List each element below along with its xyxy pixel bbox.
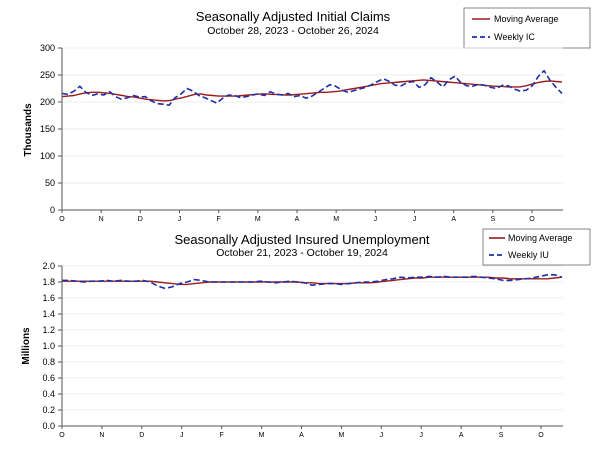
c2-x-tick-label: M xyxy=(259,432,265,439)
c2-y-tick-label: 1.2 xyxy=(42,325,55,335)
c2-y-tick-label: 1.4 xyxy=(42,309,55,319)
c2-x-tick-label: N xyxy=(99,432,104,439)
c1-y-tick-label: 250 xyxy=(40,70,55,80)
c2-y-tick-label: 0.6 xyxy=(42,373,55,383)
chart2-legend-weekly-label: Weekly IU xyxy=(508,250,549,260)
c2-x-tick-label: O xyxy=(59,432,65,439)
c2-y-tick-label: 0.2 xyxy=(42,405,55,415)
c1-x-tick-label: M xyxy=(333,216,339,223)
c1-x-tick-label: O xyxy=(529,216,535,223)
chart2-subtitle: October 21, 2023 - October 19, 2024 xyxy=(216,247,388,259)
c1-x-tick-label: J xyxy=(374,216,378,223)
c1-y-tick-label: 150 xyxy=(40,124,55,134)
c1-x-tick-label: A xyxy=(295,216,300,223)
c1-x-tick-label: N xyxy=(99,216,104,223)
c1-x-tick-label: S xyxy=(490,216,495,223)
c2-y-tick-label: 2.0 xyxy=(42,261,55,271)
chart1-y-axis-label: Thousands xyxy=(23,103,34,157)
c1-y-tick-label: 300 xyxy=(40,43,55,53)
c1-x-tick-label: F xyxy=(217,216,221,223)
c2-x-tick-label: D xyxy=(139,432,144,439)
c2-weekly-series-line xyxy=(62,273,563,290)
c2-x-tick-label: F xyxy=(220,432,224,439)
c1-y-tick-label: 50 xyxy=(45,178,55,188)
c2-y-tick-label: 0.0 xyxy=(42,421,55,431)
chart2-title: Seasonally Adjusted Insured Unemployment xyxy=(174,232,429,247)
chart1-legend-weekly-label: Weekly IC xyxy=(494,32,535,42)
insured-unemployment-chart: Seasonally Adjusted Insured Unemployment… xyxy=(21,228,591,439)
initial-claims-chart: Seasonally Adjusted Initial Claims Octob… xyxy=(23,7,591,223)
c1-x-tick-label: J xyxy=(178,216,182,223)
c2-x-tick-label: J xyxy=(180,432,184,439)
c1-x-tick-label: J xyxy=(413,216,417,223)
chart1-subtitle: October 28, 2023 - October 26, 2024 xyxy=(207,25,379,37)
c1-weekly-series-line xyxy=(61,69,563,106)
c2-x-tick-label: A xyxy=(299,432,304,439)
c2-y-tick-label: 0.8 xyxy=(42,357,55,367)
chart2-legend-ma-label: Moving Average xyxy=(508,233,572,243)
c2-y-tick-label: 1.6 xyxy=(42,293,55,303)
c1-moving-average-line xyxy=(61,79,563,102)
c2-x-tick-label: J xyxy=(420,432,424,439)
c2-y-tick-label: 0.4 xyxy=(42,389,55,399)
chart2-y-axis-label: Millions xyxy=(21,327,32,365)
c2-x-tick-label: M xyxy=(338,432,344,439)
c1-y-tick-label: 100 xyxy=(40,151,55,161)
c1-x-tick-label: M xyxy=(255,216,261,223)
c1-y-tick-label: 200 xyxy=(40,97,55,107)
c1-x-tick-label: D xyxy=(138,216,143,223)
c1-y-tick-label: 0 xyxy=(50,205,55,215)
c2-x-tick-label: O xyxy=(538,432,544,439)
c1-x-tick-label: A xyxy=(451,216,456,223)
c2-x-tick-label: A xyxy=(459,432,464,439)
chart2-legend: Moving Average Weekly IU xyxy=(482,228,591,266)
chart1-title: Seasonally Adjusted Initial Claims xyxy=(196,9,391,24)
c2-x-tick-label: S xyxy=(499,432,504,439)
c2-y-tick-label: 1.8 xyxy=(42,277,55,287)
c2-x-tick-label: J xyxy=(380,432,384,439)
chart1-legend: Moving Average Weekly IC xyxy=(463,7,591,49)
c1-x-tick-label: O xyxy=(59,216,65,223)
c2-y-tick-label: 1.0 xyxy=(42,341,55,351)
chart1-legend-ma-label: Moving Average xyxy=(494,14,558,24)
